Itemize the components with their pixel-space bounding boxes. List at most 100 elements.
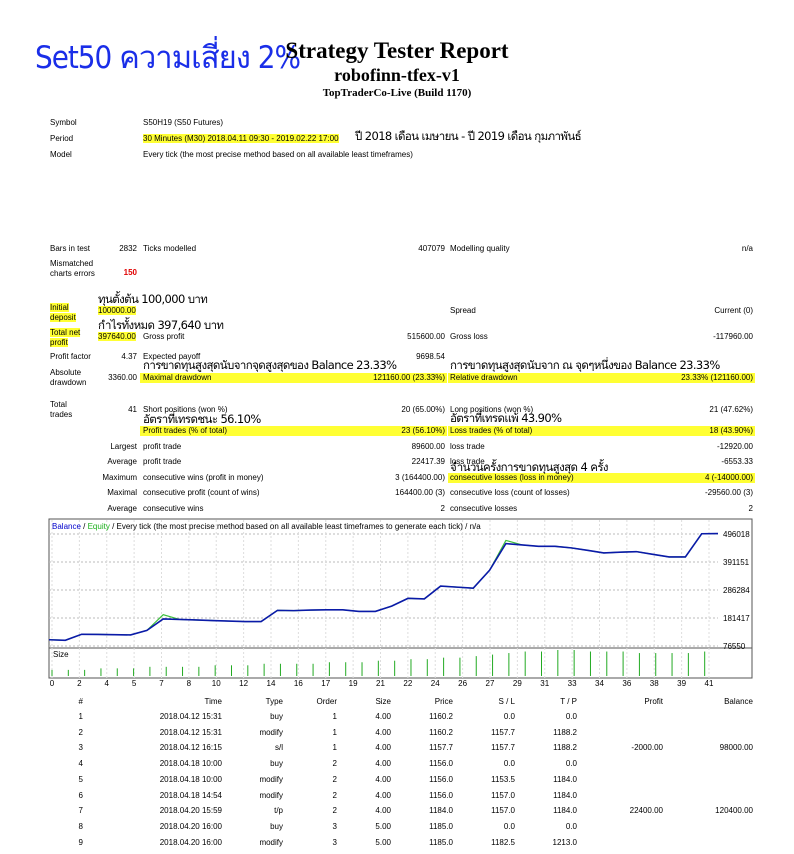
text: Short positions (won %) <box>143 405 228 414</box>
text: Current (0) <box>714 306 753 315</box>
table-cell: 0.0 <box>565 759 577 769</box>
text: consecutive loss (count of losses) <box>450 488 570 497</box>
table-cell: 4.00 <box>375 727 391 737</box>
chart-header: Balance / Equity / Every tick (the most … <box>52 522 481 531</box>
legend-text: Balance <box>52 522 83 531</box>
text: Bars in test <box>50 244 91 253</box>
equity-line <box>48 532 719 641</box>
x-tick-label: 10 <box>212 679 221 688</box>
table-cell: 1157.7 <box>429 743 453 753</box>
text: Spread <box>450 306 476 315</box>
table-cell: 1188.2 <box>553 743 577 753</box>
text: 3360.00 <box>108 373 137 382</box>
table-cell: 1185.0 <box>429 821 453 831</box>
x-tick-label: 34 <box>595 679 604 688</box>
text: 23 (56.10%) <box>401 426 445 435</box>
annotation: อัตราที่เทรดชนะ 56.10% <box>143 412 261 426</box>
table-cell: -2000.00 <box>631 743 663 753</box>
label: Mismatched charts errors <box>50 259 95 278</box>
table-cell: 2018.04.12 15:31 <box>159 712 222 721</box>
table-cell: 6 <box>78 790 83 800</box>
highlight <box>140 373 447 383</box>
text: loss trade <box>450 457 485 466</box>
column-header: Profit <box>644 697 663 706</box>
text: 397640.00 <box>98 332 136 341</box>
text: -117960.00 <box>713 332 753 341</box>
label: Initial deposit <box>50 303 76 322</box>
y-tick-label: 286284 <box>723 586 750 595</box>
table-cell: 1 <box>332 743 337 753</box>
table-cell: 2 <box>332 790 337 800</box>
x-tick-label: 8 <box>187 679 192 688</box>
label: Total net profit <box>50 328 81 347</box>
label: Symbol <box>50 118 77 127</box>
column-header: T / P <box>560 697 577 706</box>
table-cell: 8 <box>78 821 83 831</box>
table-cell: 1157.0 <box>491 806 515 816</box>
text: -12920.00 <box>716 442 753 451</box>
text: Maximum <box>102 473 137 482</box>
table-cell: 2018.04.18 14:54 <box>159 790 222 800</box>
text: 100000.00 <box>98 306 136 315</box>
table-cell: 4 <box>78 759 83 769</box>
text: 20 (65.00%) <box>401 405 445 414</box>
text: 2832 <box>119 244 137 253</box>
x-tick-label: 24 <box>431 679 440 688</box>
x-tick-label: 39 <box>677 679 686 688</box>
text: 4 (-14000.00) <box>704 473 753 482</box>
legend-text: / <box>83 522 87 531</box>
table-cell: 2018.04.20 16:00 <box>159 821 222 831</box>
y-tick-label: 391151 <box>723 558 750 567</box>
text: 21 (47.62%) <box>709 405 753 414</box>
table-cell: 1153.5 <box>491 774 515 784</box>
text: Profit trades (% of total) <box>143 426 228 435</box>
table-cell: buy <box>270 759 283 769</box>
text: Ticks modelled <box>143 244 197 253</box>
table-cell: 2 <box>332 806 337 816</box>
text: consecutive losses <box>450 504 518 513</box>
text: S50H19 (S50 Futures) <box>143 118 224 127</box>
text: 164400.00 (3) <box>395 488 445 497</box>
column-header: Price <box>434 697 453 706</box>
table-cell: 2018.04.20 15:59 <box>159 806 222 816</box>
highlight <box>140 426 447 436</box>
legend-text: Equity <box>88 522 112 531</box>
x-tick-label: 12 <box>239 679 248 688</box>
column-header: Balance <box>724 697 753 706</box>
x-tick-label: 41 <box>705 679 714 688</box>
table-cell: 7 <box>78 806 83 816</box>
table-cell: 2018.04.12 16:15 <box>159 743 222 753</box>
text: 4.37 <box>121 352 137 361</box>
expert-name: robofinn-tfex-v1 <box>334 65 460 85</box>
table-cell: 120400.00 <box>715 806 753 816</box>
server-name: TopTraderCo-Live (Build 1170) <box>322 87 472 99</box>
label: Absolute drawdown <box>50 368 87 387</box>
column-header: S / L <box>498 697 515 706</box>
balance-line <box>48 532 719 642</box>
table-cell: 1 <box>332 727 337 737</box>
size-label: Size <box>53 650 69 659</box>
table-cell: 3 <box>332 821 337 831</box>
x-tick-label: 33 <box>568 679 577 688</box>
label: Model <box>50 150 72 159</box>
text: consecutive wins (profit in money) <box>143 473 264 482</box>
annotation: อัตราที่เทรดแพ้ 43.90% <box>450 411 562 425</box>
table-cell: 2018.04.12 15:31 <box>159 727 222 737</box>
table-cell: 5.00 <box>375 837 391 847</box>
text: 41 <box>128 405 137 414</box>
table-cell: 4.00 <box>375 806 391 816</box>
table-cell: 1185.0 <box>429 837 453 847</box>
table-cell: 1157.0 <box>491 790 515 800</box>
annotation: การขาดทุนสูงสุดนับจาก ณ จุดๆหนึ่งของ Bal… <box>450 358 720 372</box>
x-tick-label: 19 <box>349 679 358 688</box>
annotation: การขาดทุนสูงสุดนับจากจุดสูงสุดของ Balanc… <box>143 358 397 372</box>
text: loss trade <box>450 442 485 451</box>
text: Loss trades (% of total) <box>450 426 533 435</box>
text: -6553.33 <box>721 457 753 466</box>
table-cell: 2018.04.20 16:00 <box>159 837 222 847</box>
table-cell: modify <box>259 774 283 784</box>
table-cell: modify <box>259 790 283 800</box>
table-cell: 5 <box>78 774 83 784</box>
table-cell: 4.00 <box>375 774 391 784</box>
column-header: Size <box>375 697 391 706</box>
